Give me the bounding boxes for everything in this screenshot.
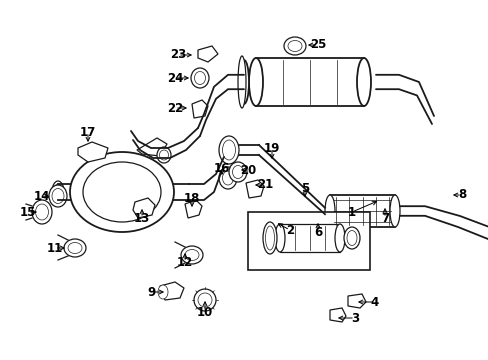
Ellipse shape xyxy=(198,293,212,307)
Ellipse shape xyxy=(68,243,82,253)
Ellipse shape xyxy=(356,58,370,106)
Ellipse shape xyxy=(343,227,359,249)
Polygon shape xyxy=(245,180,264,198)
Ellipse shape xyxy=(219,167,237,189)
Ellipse shape xyxy=(238,56,245,108)
Ellipse shape xyxy=(194,72,205,85)
Text: 10: 10 xyxy=(197,306,213,319)
Ellipse shape xyxy=(157,147,171,163)
Ellipse shape xyxy=(36,204,48,220)
Ellipse shape xyxy=(159,150,168,160)
Text: 14: 14 xyxy=(34,189,50,202)
Ellipse shape xyxy=(70,152,174,232)
Ellipse shape xyxy=(191,68,208,88)
Text: 6: 6 xyxy=(313,225,322,238)
Polygon shape xyxy=(329,308,346,322)
Ellipse shape xyxy=(219,136,239,164)
Ellipse shape xyxy=(184,249,199,261)
Text: 2: 2 xyxy=(285,224,293,237)
Text: 23: 23 xyxy=(169,49,186,62)
Ellipse shape xyxy=(52,189,64,203)
Text: 8: 8 xyxy=(457,189,465,202)
Polygon shape xyxy=(198,46,218,62)
Ellipse shape xyxy=(287,40,302,51)
Text: 24: 24 xyxy=(166,72,183,85)
Bar xyxy=(256,58,363,106)
Text: 9: 9 xyxy=(147,285,156,298)
Bar xyxy=(329,195,394,227)
Ellipse shape xyxy=(346,230,356,246)
Ellipse shape xyxy=(263,222,276,254)
Polygon shape xyxy=(133,198,155,218)
Ellipse shape xyxy=(334,224,345,252)
Text: 4: 4 xyxy=(370,296,378,309)
Ellipse shape xyxy=(222,171,233,185)
Text: 11: 11 xyxy=(47,242,63,255)
Ellipse shape xyxy=(49,185,67,207)
Ellipse shape xyxy=(64,239,86,257)
Ellipse shape xyxy=(265,226,274,250)
Ellipse shape xyxy=(181,246,203,264)
Polygon shape xyxy=(192,100,207,118)
Polygon shape xyxy=(347,294,365,308)
Text: 21: 21 xyxy=(256,179,273,192)
Text: 15: 15 xyxy=(20,206,36,219)
Polygon shape xyxy=(137,138,167,156)
Ellipse shape xyxy=(54,184,62,200)
Ellipse shape xyxy=(222,140,235,160)
Polygon shape xyxy=(184,200,202,218)
Ellipse shape xyxy=(228,162,246,182)
Text: 3: 3 xyxy=(350,311,358,324)
Ellipse shape xyxy=(248,58,263,106)
Bar xyxy=(280,224,339,252)
Ellipse shape xyxy=(389,195,399,227)
Text: 25: 25 xyxy=(309,39,325,51)
Text: 12: 12 xyxy=(177,256,193,269)
Text: 5: 5 xyxy=(300,181,308,194)
Ellipse shape xyxy=(32,200,52,224)
Text: 20: 20 xyxy=(240,163,256,176)
Polygon shape xyxy=(160,282,183,300)
Ellipse shape xyxy=(284,37,305,55)
Ellipse shape xyxy=(325,195,334,227)
Text: 19: 19 xyxy=(263,141,280,154)
Text: 7: 7 xyxy=(380,211,388,225)
Text: 22: 22 xyxy=(166,102,183,114)
Ellipse shape xyxy=(52,181,64,203)
Bar xyxy=(247,212,369,270)
Polygon shape xyxy=(78,142,108,162)
Ellipse shape xyxy=(194,289,216,311)
Ellipse shape xyxy=(232,166,243,179)
Text: 18: 18 xyxy=(183,192,200,204)
Ellipse shape xyxy=(239,60,248,104)
Ellipse shape xyxy=(83,162,161,222)
Ellipse shape xyxy=(274,224,285,252)
Text: 13: 13 xyxy=(134,211,150,225)
Text: 1: 1 xyxy=(347,206,355,219)
Ellipse shape xyxy=(158,285,168,299)
Text: 17: 17 xyxy=(80,126,96,139)
Text: 16: 16 xyxy=(213,162,230,175)
